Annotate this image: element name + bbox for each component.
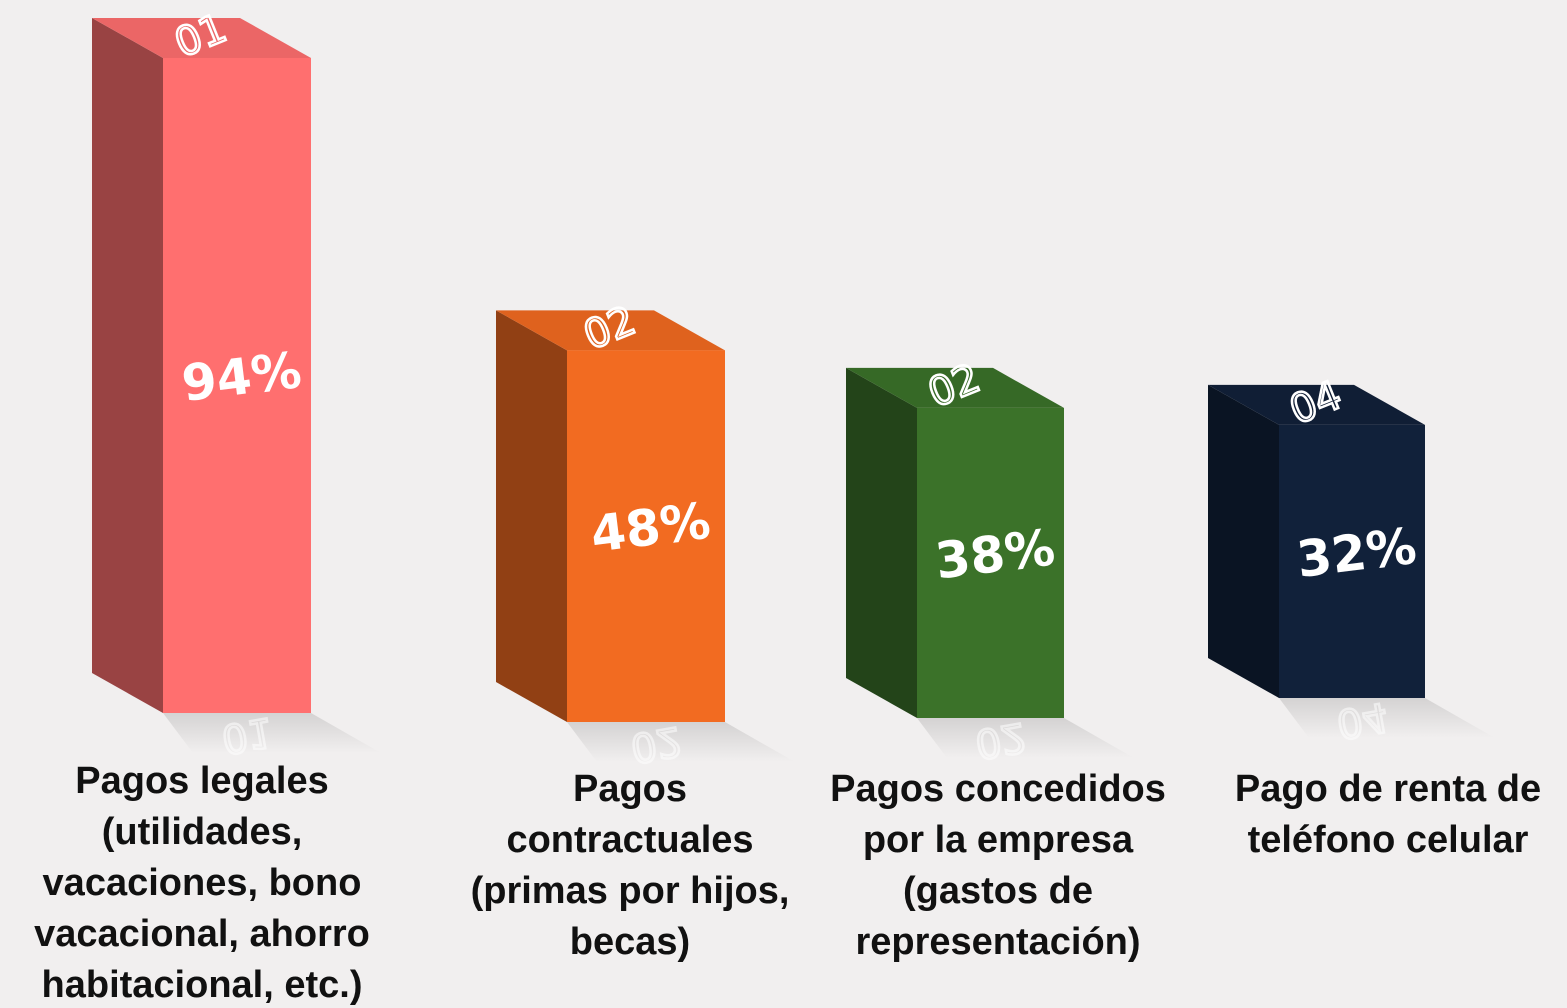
category-label: vacacional, ahorro	[34, 913, 370, 955]
value-label: 32%	[1294, 517, 1420, 589]
category-label: Pagos	[573, 768, 687, 810]
bar-front	[917, 407, 1064, 718]
bar-reflection	[1279, 698, 1495, 738]
value-label: 94%	[179, 341, 305, 413]
category-label: por la empresa	[863, 819, 1134, 861]
bar-front	[163, 57, 311, 713]
bar-tag-reflection: 02	[972, 713, 1030, 767]
bar-side	[92, 17, 163, 713]
bar-side	[496, 310, 567, 722]
category-label: Pagos legales	[75, 760, 328, 802]
category-label: (utilidades,	[102, 811, 303, 853]
bar-side	[846, 367, 917, 718]
category-label: representación)	[855, 921, 1140, 963]
bar	[846, 367, 1064, 718]
category-label: Pago de renta de	[1235, 768, 1541, 810]
bar-top	[92, 17, 311, 58]
bar-top	[1208, 384, 1425, 425]
bar-front	[1279, 424, 1425, 698]
bar	[1208, 384, 1425, 698]
category-label: (gastos de	[903, 870, 1093, 912]
category-label: becas)	[570, 921, 690, 963]
category-label: habitacional, etc.)	[42, 964, 363, 1006]
category-label: Pagos concedidos	[830, 768, 1166, 810]
bar-reflection	[163, 713, 381, 753]
bar-reflection	[917, 718, 1134, 758]
category-label: teléfono celular	[1248, 819, 1529, 861]
bar-top	[496, 310, 725, 351]
category-label: contractuales	[506, 819, 753, 861]
bar-front	[567, 350, 725, 722]
bar-tag-reflection: 04	[1333, 693, 1391, 747]
bar-top	[846, 367, 1064, 408]
bar	[496, 310, 725, 722]
category-label: (primas por hijos,	[471, 870, 790, 912]
bar-side	[1208, 384, 1279, 698]
bar-reflection	[567, 722, 795, 762]
value-label: 48%	[588, 492, 714, 564]
bar-tag-reflection: 01	[218, 708, 276, 762]
bar-tag-reflection: 02	[627, 717, 685, 771]
value-label: 38%	[932, 518, 1058, 590]
bar	[92, 17, 311, 713]
category-label: vacaciones, bono	[43, 862, 362, 904]
